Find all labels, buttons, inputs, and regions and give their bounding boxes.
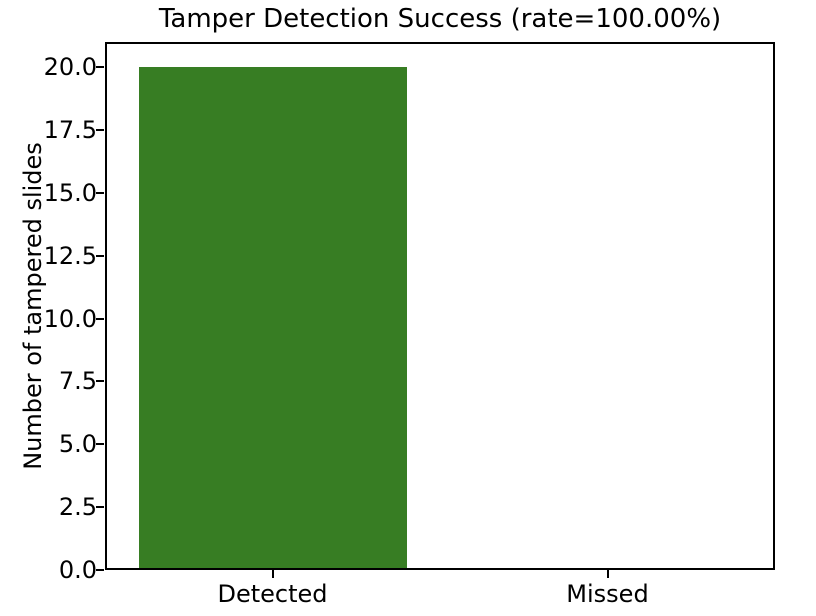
- y-axis-tick: [96, 380, 104, 383]
- y-axis-tick-label: 12.5: [43, 241, 97, 270]
- y-axis-tick-label: 0.0: [58, 556, 97, 584]
- y-axis-tick-label: 17.5: [43, 116, 97, 144]
- y-axis-tick: [96, 506, 104, 509]
- y-axis-tick-label: 15.0: [43, 178, 97, 207]
- chart-title: Tamper Detection Success (rate=100.00%): [158, 4, 722, 34]
- y-axis-tick: [96, 66, 104, 69]
- y-axis-tick-label: 10.0: [43, 304, 97, 333]
- y-axis-tick: [96, 317, 104, 320]
- y-axis-tick-label: 20.0: [43, 53, 97, 82]
- x-axis-tick-label: Detected: [217, 580, 328, 608]
- bar-detected: [138, 67, 407, 570]
- plot-area: [105, 42, 775, 570]
- x-axis-tick: [606, 570, 609, 578]
- y-axis-tick-label: 2.5: [58, 493, 97, 522]
- y-axis-tick: [96, 254, 104, 257]
- y-axis-tick-label: 7.5: [58, 367, 97, 396]
- y-axis-tick: [96, 191, 104, 194]
- y-axis-tick-label: 5.0: [58, 430, 97, 459]
- x-axis-tick: [271, 570, 274, 578]
- y-axis-tick: [96, 443, 104, 446]
- x-axis-tick-label: Missed: [566, 580, 649, 608]
- y-axis-tick: [96, 129, 104, 131]
- y-axis-tick: [96, 569, 104, 571]
